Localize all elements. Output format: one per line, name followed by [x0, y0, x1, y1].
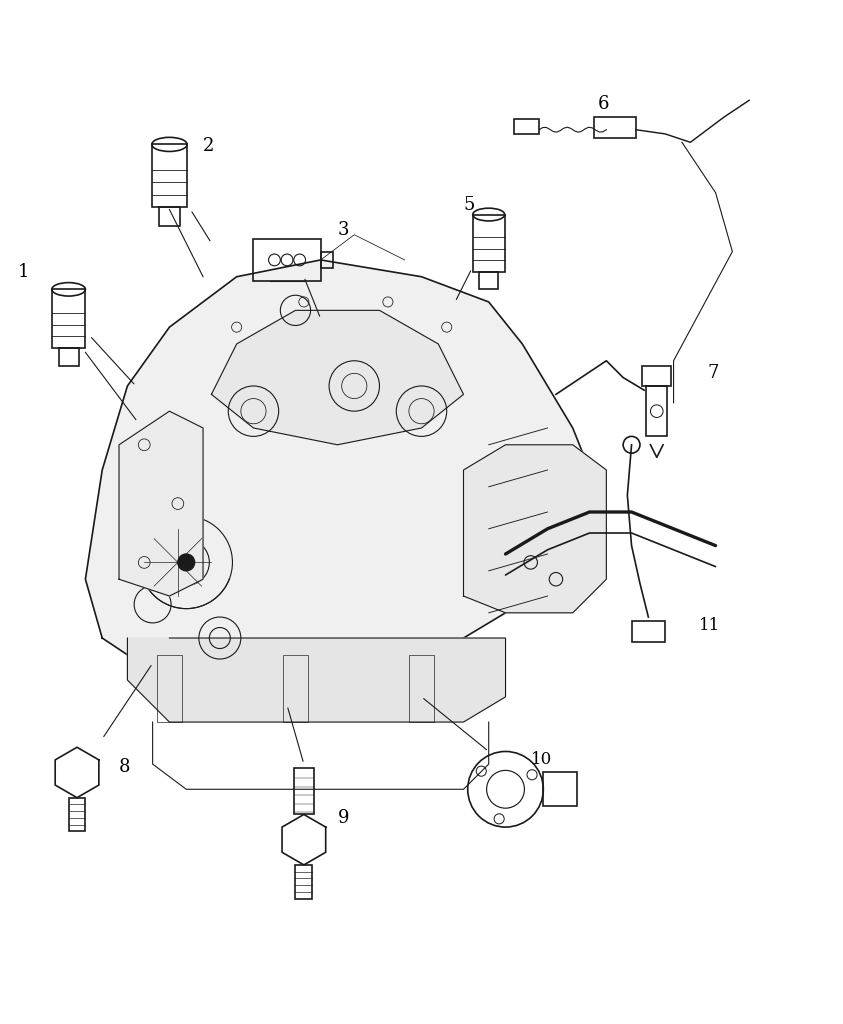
- Polygon shape: [282, 814, 325, 865]
- Bar: [544, 772, 577, 806]
- Bar: [479, 271, 498, 289]
- Bar: [409, 654, 434, 722]
- Bar: [51, 290, 85, 348]
- Bar: [514, 119, 540, 134]
- Text: 5: 5: [464, 196, 475, 214]
- Polygon shape: [464, 444, 606, 612]
- Bar: [158, 208, 180, 226]
- Polygon shape: [119, 412, 203, 596]
- Bar: [647, 386, 668, 436]
- Bar: [593, 117, 636, 138]
- Polygon shape: [212, 310, 464, 444]
- Bar: [157, 654, 182, 722]
- Polygon shape: [127, 638, 506, 722]
- Bar: [283, 654, 308, 722]
- Bar: [295, 865, 312, 898]
- Bar: [58, 348, 78, 366]
- Text: 6: 6: [598, 94, 609, 113]
- Text: 9: 9: [337, 809, 349, 827]
- Text: 8: 8: [119, 759, 131, 776]
- Text: 1: 1: [19, 263, 30, 281]
- Bar: [254, 239, 320, 281]
- Text: 10: 10: [531, 751, 552, 768]
- Bar: [642, 366, 672, 386]
- Text: 11: 11: [699, 616, 720, 634]
- Bar: [294, 768, 314, 814]
- Bar: [631, 622, 665, 642]
- Bar: [152, 144, 187, 208]
- Polygon shape: [85, 260, 589, 680]
- Polygon shape: [55, 748, 99, 798]
- Bar: [320, 252, 333, 268]
- Bar: [68, 798, 85, 831]
- Bar: [473, 215, 505, 271]
- Text: 3: 3: [337, 221, 349, 239]
- Text: 7: 7: [707, 364, 718, 382]
- Circle shape: [178, 554, 195, 570]
- Text: 2: 2: [203, 137, 214, 155]
